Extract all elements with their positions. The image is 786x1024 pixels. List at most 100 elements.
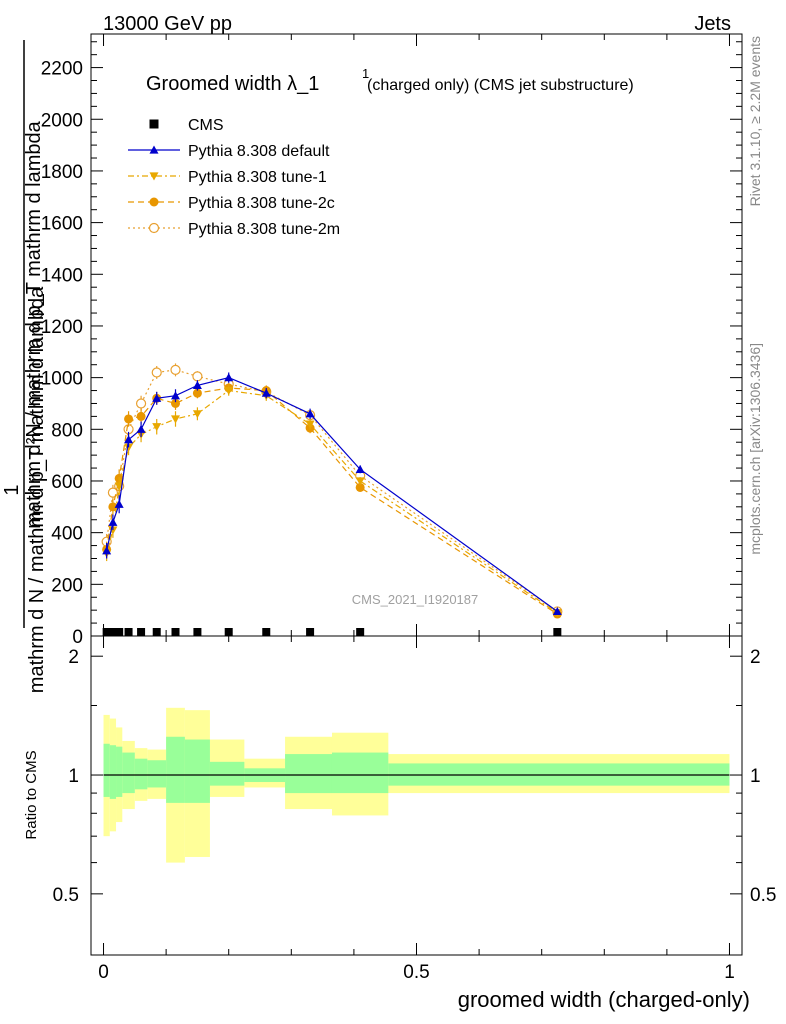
header-right: Jets [694,13,731,35]
legend-label: Pythia 8.308 tune-2c [188,195,335,212]
data-point [355,464,365,473]
x-axis-label: groomed width (charged-only) [458,987,750,1012]
data-point [192,371,203,382]
data-point [152,423,162,432]
legend-marker [149,145,159,154]
data-point [171,415,181,424]
y-tick-label: 1800 [41,162,83,183]
ratio-tick-label: 0.5 [53,885,79,906]
y-tick-label: 1000 [41,369,83,390]
cms-data-point [115,628,124,636]
data-point [192,388,202,398]
legend-marker [149,172,159,181]
cms-data-point [553,628,562,636]
cms-data-point [137,628,146,636]
x-tick-label: 0 [98,962,109,983]
cms-data-point [306,628,315,636]
data-point [305,409,315,418]
cms-data-point [193,628,202,636]
legend-marker [149,197,159,207]
cms-data-point [108,628,117,636]
ratio-band-inner [184,739,210,803]
series-line [106,389,558,614]
ratio-band-inner [122,752,135,794]
data-point [224,373,234,382]
y-tick-label: 600 [51,472,83,493]
data-point [124,435,134,444]
data-point [305,420,315,429]
y-tick-label: 1200 [41,317,83,338]
watermark: CMS_2021_I1920187 [352,592,479,607]
ratio-tick-label-right: 0.5 [750,885,776,906]
ratio-tick-label-right: 2 [750,647,761,668]
data-point [192,380,202,389]
data-point [224,386,234,396]
header-left: 13000 GeV pp [103,13,232,35]
y-tick-label: 0 [72,627,83,648]
ratio-band-inner [116,746,123,797]
y-label-upper-numerator: 1 [1,484,23,495]
legend-marker [149,119,159,129]
upper-plot: 0 200 400 600 800 1000 1200 1400 1600 1800 2000 220… [41,33,743,955]
data-point [108,526,118,535]
data-point [261,388,271,397]
data-point [171,391,181,400]
data-point [114,482,124,491]
ratio-band-inner [166,736,185,803]
data-point [124,414,134,424]
data-point [136,424,146,433]
rivet-label: Rivet 3.1.10, ≥ 2.2M events [747,36,763,206]
cms-data-point [262,628,271,636]
y-label-ratio: Ratio to CMS [23,750,40,839]
cms-data-point [171,628,180,636]
series-0 [102,372,562,616]
data-point [108,502,118,512]
series-line [106,377,558,612]
ratio-band-inner [331,752,389,794]
data-point [192,410,202,419]
data-point [552,606,562,616]
cms-data-point [102,628,111,636]
ratio-band-inner [147,760,167,788]
y-tick-label: 2200 [41,59,83,80]
ratio-tick-label: 2 [68,647,79,668]
y-tick-label: 2000 [41,110,83,131]
ratio-band-inner [209,761,245,786]
y-tick-label: 1600 [41,214,83,235]
data-point [135,398,147,409]
y-tick-label: 400 [51,524,83,545]
y-label-upper-denominator: mathrm d N / mathrm d p_T mathrm d lambd… [26,286,48,693]
data-point [355,477,365,486]
cms-data-point [356,628,365,636]
ratio-plot: 0 0.5 1 0.5 0.5 1 1 2 2 [53,635,776,983]
legend: CMS Pythia 8.308 default Pythia 8.308 tune… [128,117,340,238]
ratio-band-inner [103,743,110,797]
ratio-band-inner [134,758,148,790]
chart-title-main: Groomed width λ_1 [146,73,319,95]
cms-data-point [152,628,161,636]
series-3 [101,363,563,617]
data-point [102,546,112,555]
ratio-tick-label-right: 1 [750,766,761,787]
data-point [136,411,146,421]
x-tick-label: 1 [724,962,735,983]
ratio-tick-label: 1 [68,766,79,787]
y-tick-label: 200 [51,575,83,596]
series-line [106,387,558,615]
series-2 [102,382,562,619]
cms-data-point [124,628,133,636]
legend-label: Pythia 8.308 tune-1 [188,169,327,186]
chart-title-rest: (charged only) (CMS jet substructure) [367,77,634,94]
y-label-upper-right: mathrm d²N / mathrm d p_T mathrm d lambd… [23,120,45,528]
data-point [114,499,124,508]
cms-data-point [224,628,233,636]
ratio-band-inner [285,754,332,794]
data-point [151,367,162,378]
legend-label: CMS [188,117,224,134]
y-tick-label: 800 [51,420,83,441]
data-point [124,443,134,452]
y-tick-label: 1400 [41,265,83,286]
data-point [108,517,118,526]
data-point [355,482,365,492]
